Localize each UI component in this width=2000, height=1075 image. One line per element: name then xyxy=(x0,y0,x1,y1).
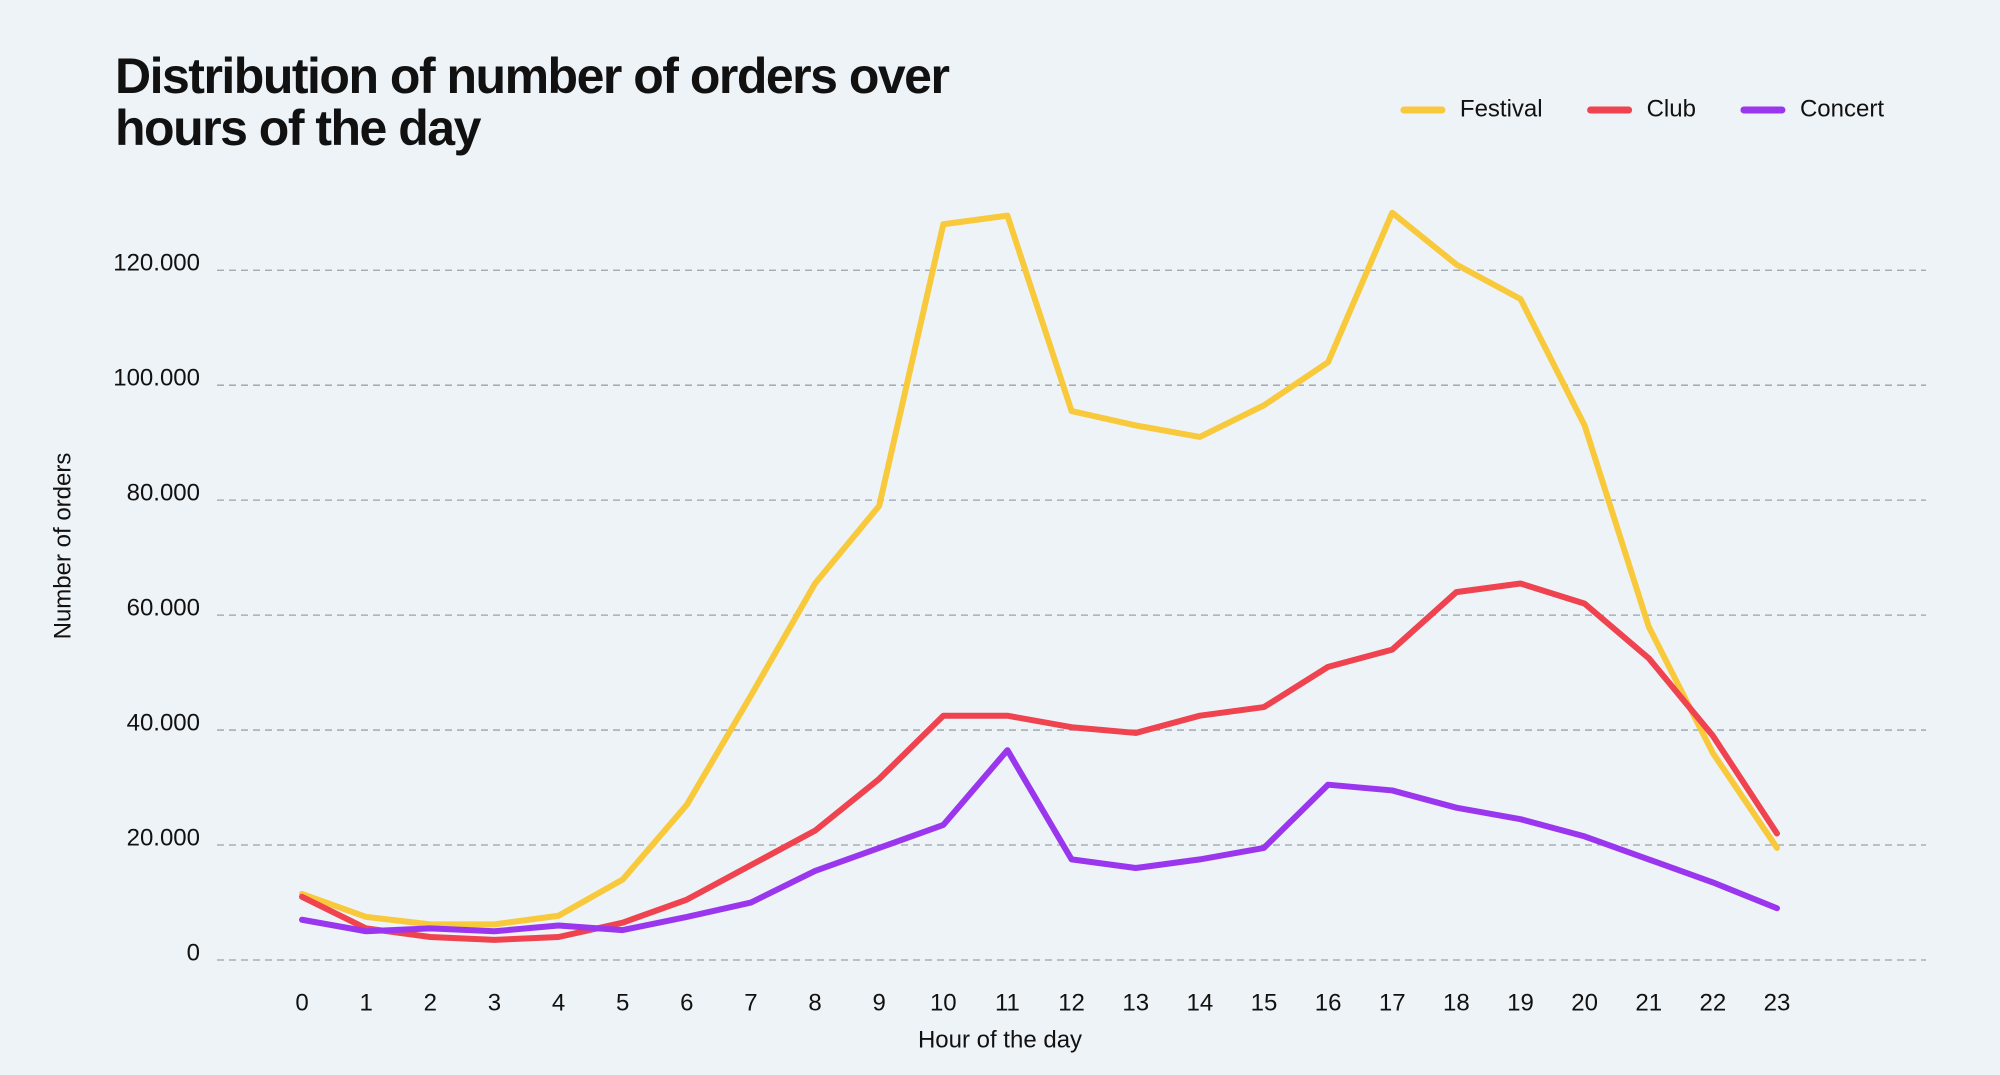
x-tick-label: 0 xyxy=(295,989,308,1016)
x-axis-title: Hour of the day xyxy=(918,1026,1082,1053)
legend-label: Club xyxy=(1647,95,1696,122)
x-tick-label: 13 xyxy=(1122,989,1149,1016)
x-tick-label: 2 xyxy=(424,989,437,1016)
x-tick-label: 17 xyxy=(1379,989,1406,1016)
x-tick-label: 18 xyxy=(1443,989,1470,1016)
x-tick-label: 11 xyxy=(995,989,1020,1016)
x-tick-label: 1 xyxy=(359,989,372,1016)
x-tick-label: 10 xyxy=(930,989,957,1016)
x-tick-label: 20 xyxy=(1571,989,1598,1016)
line-series xyxy=(299,580,1780,943)
y-tick-label: 100.000 xyxy=(113,365,200,392)
y-axis-title: Number of orders xyxy=(49,453,76,640)
legend-label: Concert xyxy=(1800,95,1884,122)
x-tick-label: 4 xyxy=(552,989,565,1016)
y-tick-label: 40.000 xyxy=(127,709,200,736)
x-tick-label: 3 xyxy=(488,989,501,1016)
x-tick-label: 7 xyxy=(744,989,757,1016)
line-series xyxy=(299,747,1780,935)
x-tick-label: 5 xyxy=(616,989,629,1016)
x-tick-label: 22 xyxy=(1700,989,1727,1016)
y-tick-label: 80.000 xyxy=(127,479,200,506)
legend-label: Festival xyxy=(1460,95,1543,122)
x-tick-label: 15 xyxy=(1251,989,1278,1016)
x-tick-label: 8 xyxy=(808,989,821,1016)
x-tick-label: 9 xyxy=(872,989,885,1016)
x-tick-label: 6 xyxy=(680,989,693,1016)
x-tick-label: 19 xyxy=(1507,989,1534,1016)
y-tick-label: 0 xyxy=(187,939,200,966)
y-tick-label: 20.000 xyxy=(127,824,200,851)
x-tick-label: 16 xyxy=(1315,989,1342,1016)
x-tick-label: 12 xyxy=(1058,989,1085,1016)
x-tick-label: 21 xyxy=(1635,989,1662,1016)
x-tick-label: 23 xyxy=(1764,989,1791,1016)
y-tick-label: 60.000 xyxy=(127,594,200,621)
chart-title: Distribution of number of orders over ho… xyxy=(115,48,950,156)
y-tick-label: 120.000 xyxy=(113,250,200,277)
x-tick-label: 14 xyxy=(1186,989,1213,1016)
line-series xyxy=(299,209,1780,928)
